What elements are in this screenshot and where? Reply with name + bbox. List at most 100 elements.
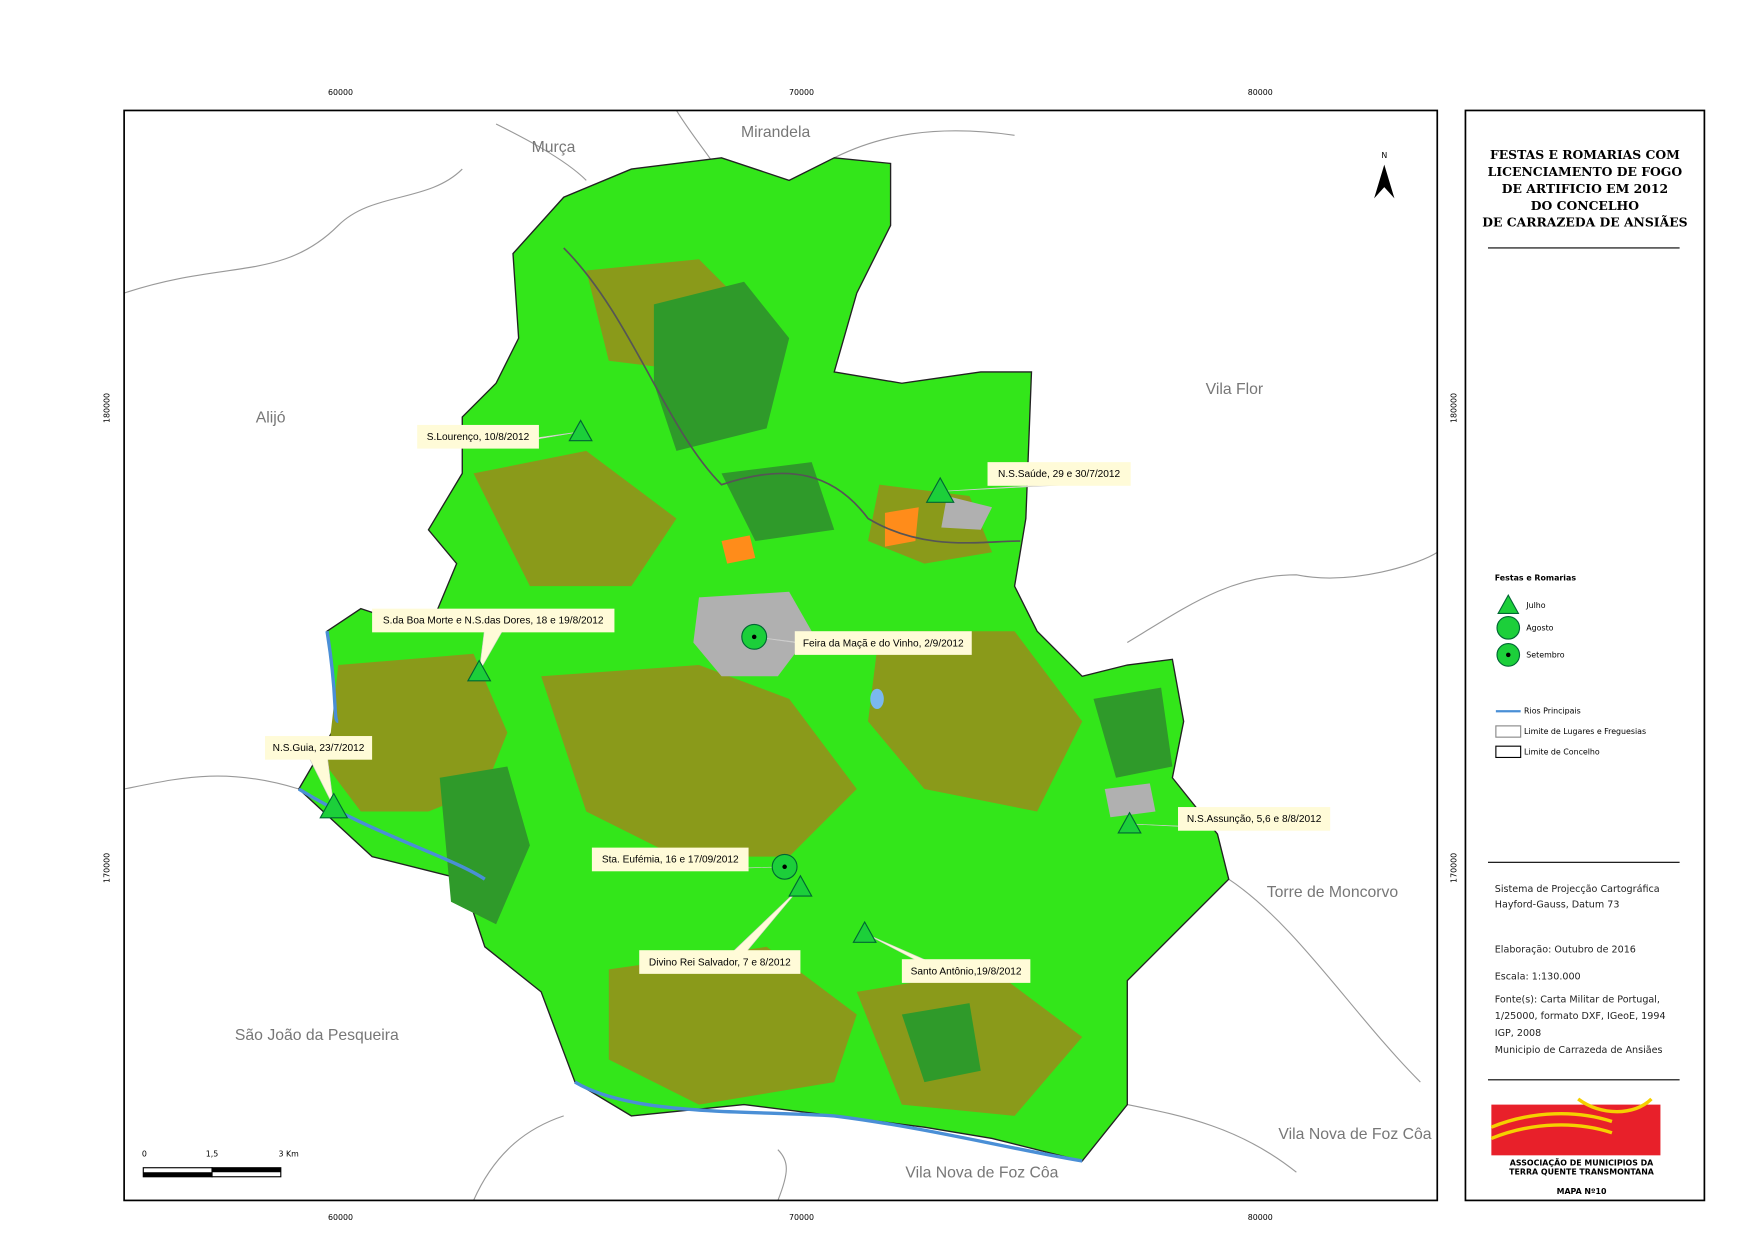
y-coord-right: 180000 — [1450, 393, 1459, 423]
event-label: Feira da Maçã e do Vinho, 2/9/2012 — [803, 638, 964, 649]
event-label: N.S.Saúde, 29 e 30/7/2012 — [998, 469, 1121, 480]
event-label-box — [794, 631, 972, 655]
x-coord-bottom: 60000 — [328, 1213, 353, 1222]
panel-title: DE CARRAZEDA DE ANSIÃES — [1482, 215, 1687, 230]
event-label-box — [591, 847, 749, 872]
event-marker — [925, 476, 955, 503]
event-label-box — [372, 608, 615, 633]
neighbor-label: Mirandela — [741, 124, 810, 141]
neighbor-label: Vila Nova de Foz Côa — [1278, 1126, 1431, 1143]
legend-symbol — [1496, 615, 1521, 640]
info-text: Municipio de Carrazeda de Ansiães — [1495, 1045, 1663, 1056]
panel-title: FESTAS E ROMARIAS COM — [1490, 147, 1680, 162]
legend-concelho — [1495, 745, 1522, 759]
event: S.da Boa Morte e N.S.das Dores, 18 e 19/… — [372, 608, 615, 672]
scale-bar-fill2 — [212, 1167, 281, 1173]
dynamic-layer: 60000 60000 70000 70000 80000 80000 180000 1800… — [103, 88, 1688, 1222]
legend-title: Festas e Romarias — [1495, 574, 1577, 583]
event-label: Santo Antônio,19/8/2012 — [911, 966, 1022, 977]
north-arrow — [1374, 164, 1395, 199]
event-label: Sta. Eufémia, 16 e 17/09/2012 — [602, 855, 739, 866]
scale-label: 0 — [142, 1150, 147, 1159]
reservoir — [870, 688, 884, 709]
event: Feira da Maçã e do Vinho, 2/9/2012 — [754, 631, 972, 655]
panel-title: DO CONCELHO — [1531, 198, 1639, 213]
event: Santo Antônio,19/8/2012 — [864, 933, 1031, 983]
map-number: MAPA Nº10 — [1557, 1187, 1607, 1196]
event: Divino Rei Salvador, 7 e 8/2012 — [639, 886, 801, 974]
event-marker-dot — [782, 864, 787, 870]
land-cover-olive — [327, 259, 1083, 1116]
event-marker — [466, 659, 492, 682]
event-label-box — [987, 462, 1131, 486]
event-label: N.S.Assunção, 5,6 e 8/8/2012 — [1187, 814, 1322, 825]
scale-label: 1,5 — [206, 1150, 219, 1159]
event-marker — [1117, 811, 1142, 834]
panel-title: DE ARTIFICIO EM 2012 — [1502, 181, 1668, 196]
event-label-box — [265, 736, 373, 760]
side-panel — [1464, 109, 1706, 1202]
x-coord-bottom: 80000 — [1248, 1213, 1273, 1222]
rivers — [297, 630, 1083, 1163]
north-label: N — [1381, 151, 1387, 160]
neighbor-boundaries — [124, 110, 1438, 1201]
legend-label: Agosto — [1526, 623, 1553, 632]
neighbor-label: Vila Nova de Foz Côa — [905, 1165, 1058, 1182]
legend-label: Limite de Lugares e Freguesias — [1524, 727, 1646, 736]
event-label: S.da Boa Morte e N.S.das Dores, 18 e 19/… — [383, 616, 604, 627]
info-text: Fonte(s): Carta Militar de Portugal, — [1495, 994, 1660, 1005]
info-text: Hayford-Gauss, Datum 73 — [1495, 900, 1620, 911]
x-coord-top: 80000 — [1248, 88, 1273, 97]
legend-label: Julho — [1525, 601, 1545, 610]
info-text: Sistema de Projecção Cartográfica — [1495, 884, 1660, 895]
logo-lines — [1490, 1097, 1653, 1140]
neighbor-label: Murça — [532, 139, 576, 156]
event-label-box — [639, 950, 801, 974]
x-coord-top: 60000 — [328, 88, 353, 97]
event-label-box — [417, 424, 539, 449]
event: N.S.Saúde, 29 e 30/7/2012 — [940, 462, 1131, 492]
event: N.S.Assunção, 5,6 e 8/8/2012 — [1129, 807, 1331, 831]
legend-label: Setembro — [1526, 650, 1565, 659]
event-label-box — [901, 959, 1031, 983]
event-label-box — [1178, 807, 1331, 831]
info-text: Elaboração: Outubro de 2016 — [1495, 945, 1636, 956]
neighbor-label: São João da Pesqueira — [235, 1027, 399, 1044]
x-coord-bottom: 70000 — [789, 1213, 814, 1222]
event-label: S.Lourenço, 10/8/2012 — [427, 432, 530, 443]
event-marker — [568, 419, 593, 442]
info-text: Escala: 1:130.000 — [1495, 972, 1581, 983]
event-marker — [788, 874, 813, 897]
land-cover-forest — [439, 281, 1173, 1083]
event-marker — [852, 920, 877, 943]
neighbor-label: Alijó — [256, 409, 286, 426]
event-label: Divino Rei Salvador, 7 e 8/2012 — [649, 957, 791, 968]
event-label: N.S.Guia, 23/7/2012 — [273, 743, 365, 754]
y-coord-left: 180000 — [103, 393, 112, 423]
legend-label: Limite de Concelho — [1524, 747, 1600, 756]
event-marker — [319, 792, 349, 819]
event: Sta. Eufémia, 16 e 17/09/2012 — [591, 847, 785, 872]
railway — [563, 247, 1021, 544]
y-coord-left: 170000 — [103, 853, 112, 883]
scale-label: 3 Km — [279, 1150, 299, 1159]
legend-symbol — [1497, 593, 1520, 614]
legend-lugares — [1495, 725, 1522, 738]
legend-label: Rios Principais — [1524, 707, 1581, 716]
event: N.S.Guia, 23/7/2012 — [265, 736, 373, 808]
neighbor-label: Vila Flor — [1206, 381, 1264, 398]
event-marker-dot — [751, 634, 757, 640]
neighbor-label: Torre de Moncorvo — [1267, 884, 1399, 901]
map-frame — [123, 109, 1439, 1202]
panel-title: LICENCIAMENTO DE FOGO — [1488, 164, 1683, 179]
x-coord-top: 70000 — [789, 88, 814, 97]
legend-symbol-dot — [1506, 652, 1511, 658]
event: S.Lourenço, 10/8/2012 — [417, 424, 581, 449]
y-coord-right: 170000 — [1450, 853, 1459, 883]
info-text: 1/25000, formato DXF, IGeoE, 1994 — [1495, 1011, 1666, 1022]
scale-bar-fill — [143, 1172, 213, 1177]
logo-text: ASSOCIAÇÃO DE MUNICIPIOS DA — [1510, 1157, 1654, 1168]
info-text: IGP, 2008 — [1495, 1028, 1542, 1039]
logo-text: TERRA QUENTE TRANSMONTANA — [1509, 1168, 1655, 1177]
